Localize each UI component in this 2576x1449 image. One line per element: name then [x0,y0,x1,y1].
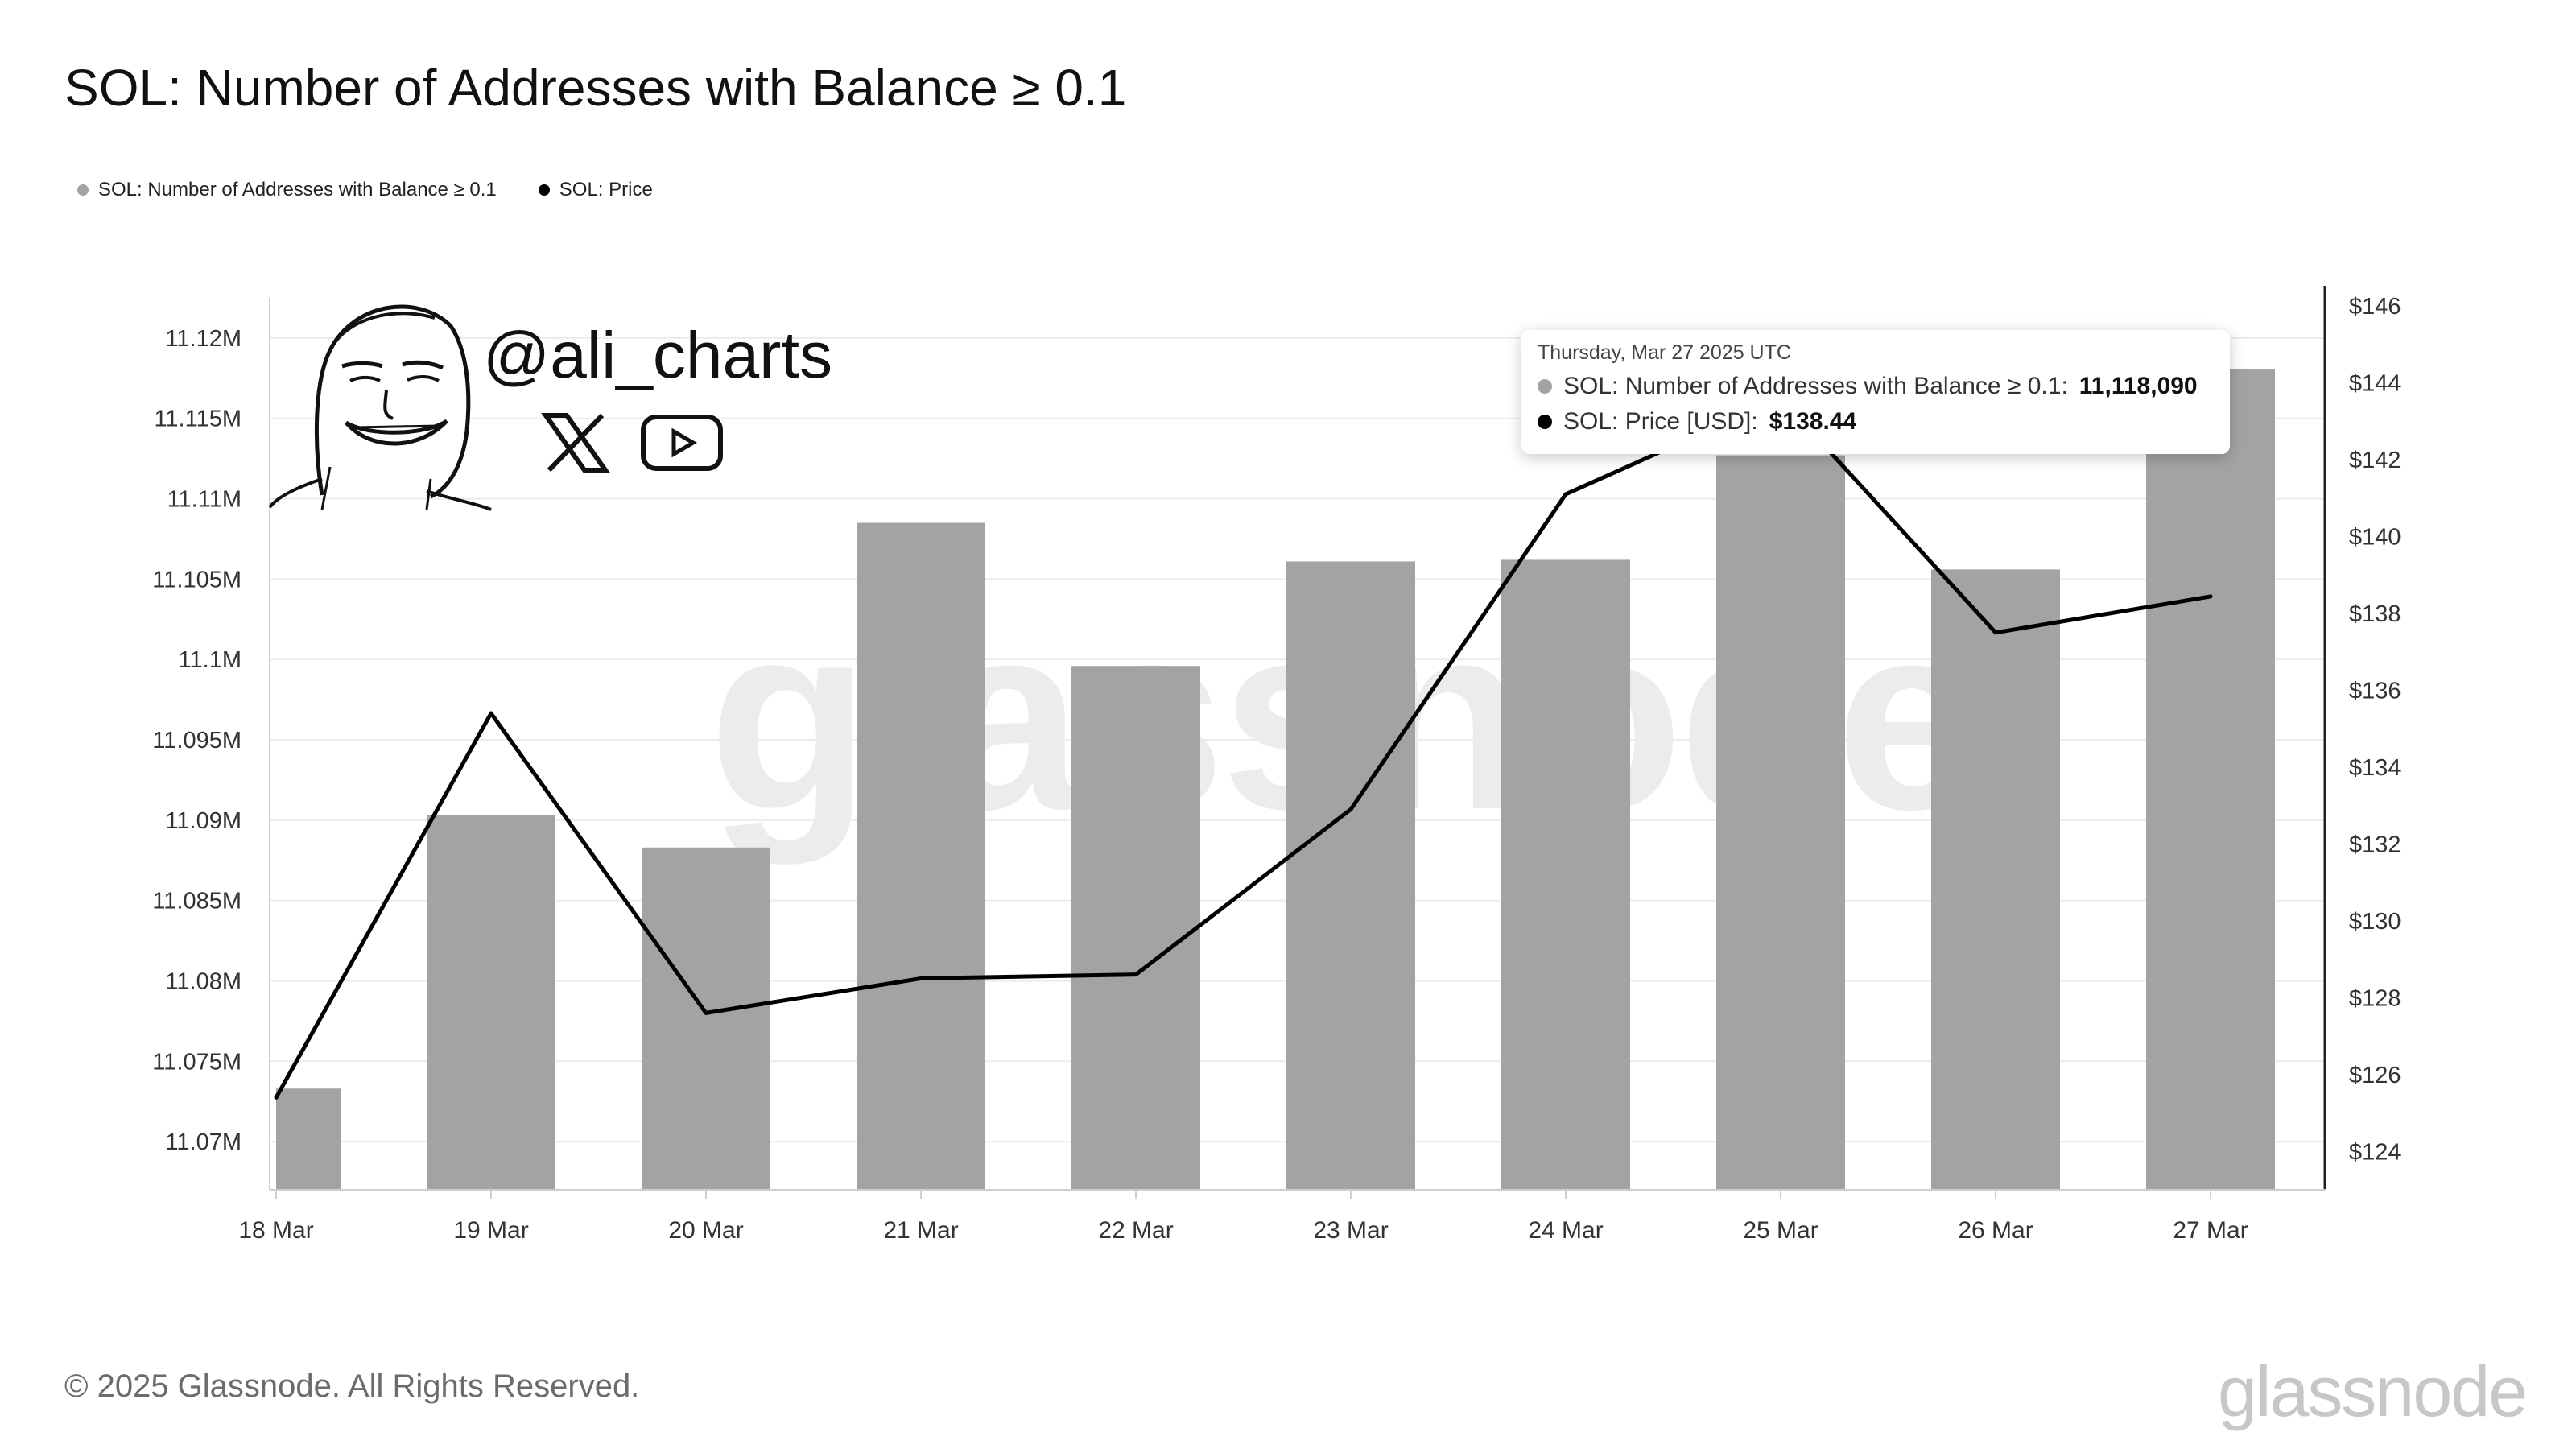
x-logo-icon[interactable] [539,411,612,475]
data-tooltip: Thursday, Mar 27 2025 UTC SOL: Number of… [1521,330,2230,454]
price-point [274,1095,279,1100]
x-tick-label: 23 Mar [1313,1217,1388,1244]
y-left-tick-label: 11.09M [165,808,242,834]
face-avatar-icon [268,304,492,511]
legend-label-addresses: SOL: Number of Addresses with Balance ≥ … [98,179,497,200]
price-point [919,976,923,980]
y-left-tick-label: 11.08M [165,968,242,994]
y-right-tick-label: $132 [2349,832,2401,857]
bar-addresses [1286,561,1415,1190]
price-point [489,711,493,716]
bar-addresses [642,847,770,1190]
bar-addresses [2146,369,2275,1190]
y-right-tick-label: $134 [2349,755,2401,781]
y-left-tick-label: 11.095M [152,728,242,753]
chart-title: SOL: Number of Addresses with Balance ≥ … [64,59,1127,117]
y-right-tick-label: $126 [2349,1063,2401,1088]
y-right-tick-label: $138 [2349,601,2401,627]
price-point [2208,594,2213,599]
youtube-icon[interactable] [638,411,727,475]
footer-glassnode-logo[interactable]: glassnode [2218,1352,2528,1431]
tooltip-label-addresses: SOL: Number of Addresses with Balance ≥ … [1563,373,2068,399]
x-tick-label: 27 Mar [2173,1217,2248,1244]
y-right-tick-label: $146 [2349,294,2401,320]
price-point [1563,492,1568,497]
price-point [1993,630,1998,635]
y-right-tick-label: $130 [2349,909,2401,935]
y-right-tick-label: $124 [2349,1139,2401,1165]
price-point [1348,807,1353,811]
tooltip-row-price: SOL: Price [USD]: $138.44 [1538,408,2214,436]
y-left-tick-label: 11.085M [152,889,242,914]
bar-addresses [1931,569,2060,1190]
tooltip-swatch-price [1538,415,1552,429]
legend-item-price[interactable]: SOL: Price [538,179,653,201]
legend-swatch-price [538,184,550,196]
x-tick-label: 19 Mar [453,1217,528,1244]
bar-layer [276,369,2275,1190]
tooltip-value-addresses: 11,118,090 [2079,373,2198,399]
x-tick-label: 21 Mar [883,1217,958,1244]
footer-copyright: © 2025 Glassnode. All Rights Reserved. [64,1368,640,1404]
price-point [1133,972,1138,977]
y-left-tick-label: 11.105M [152,567,242,592]
tooltip-label-price: SOL: Price [USD]: [1563,408,1758,435]
bar-addresses [1501,559,1630,1190]
y-right-tick-label: $128 [2349,985,2401,1011]
bar-addresses [1071,666,1200,1190]
y-left-tick-label: 11.11M [167,487,242,513]
badge-handle: @ali_charts [483,319,833,392]
tooltip-value-price: $138.44 [1769,408,1857,435]
x-tick-label: 20 Mar [668,1217,743,1244]
y-left-tick-label: 11.115M [154,407,242,432]
legend-swatch-addresses [77,184,89,196]
legend-item-addresses[interactable]: SOL: Number of Addresses with Balance ≥ … [77,179,497,201]
x-tick-label: 18 Mar [238,1217,313,1244]
bar-addresses [427,815,555,1190]
legend: SOL: Number of Addresses with Balance ≥ … [77,179,653,201]
x-tick-label: 26 Mar [1958,1217,2033,1244]
bar-addresses [857,522,985,1190]
ali-charts-badge [266,286,829,511]
y-right-tick-label: $136 [2349,678,2401,704]
y-left-tick-label: 11.075M [152,1049,242,1075]
legend-label-price: SOL: Price [559,179,653,200]
tooltip-row-addresses: SOL: Number of Addresses with Balance ≥ … [1538,373,2214,400]
y-right-tick-label: $140 [2349,524,2401,550]
tooltip-swatch-addresses [1538,379,1552,394]
y-left-tick-label: 11.07M [165,1129,242,1155]
y-left-tick-label: 11.12M [165,326,242,352]
price-line [274,396,2211,1099]
axis-layer: 11.07M 11.075M 11.08M 11.085M 11.09M 11.095M 1… [152,286,2401,1244]
tooltip-date: Thursday, Mar 27 2025 UTC [1538,341,1791,364]
y-right-tick-label: $144 [2349,370,2401,396]
price-point [704,1010,708,1015]
x-tick-label: 25 Mar [1743,1217,1818,1244]
y-left-tick-label: 11.1M [179,647,242,673]
x-tick-label: 22 Mar [1098,1217,1173,1244]
x-tick-label: 24 Mar [1528,1217,1603,1244]
y-right-tick-label: $142 [2349,448,2401,473]
bar-addresses [1716,455,1845,1190]
bar-addresses [276,1088,341,1190]
